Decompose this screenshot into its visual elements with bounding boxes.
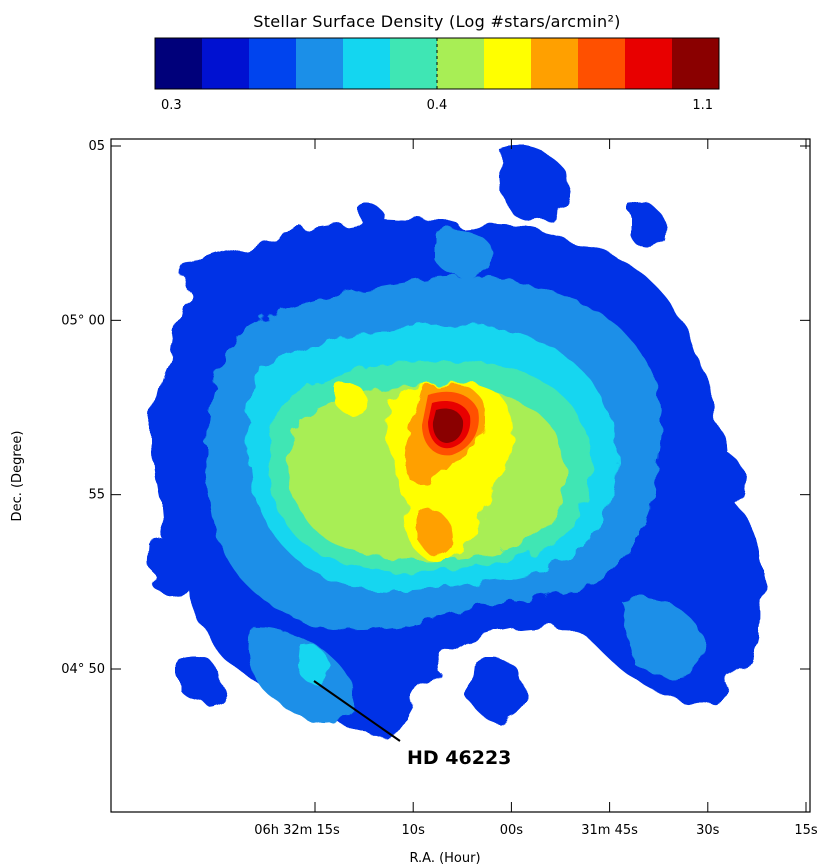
axis-ticks <box>111 139 810 812</box>
y-tick-labels: 05 05° 00 55 04° 50 <box>61 139 105 677</box>
density-level-core <box>432 408 464 443</box>
x-tick-labels: 06h 32m 15s 10s 00s 31m 45s 30s 15s <box>254 823 818 838</box>
colorbar-cell <box>249 38 297 89</box>
x-tick-label: 06h 32m 15s <box>254 823 340 838</box>
colorbar-tick-label: 1.1 <box>692 98 713 113</box>
y-tick-label: 55 <box>88 488 105 503</box>
x-tick-label: 31m 45s <box>581 823 638 838</box>
colorbar-cell <box>296 38 344 89</box>
colorbar-cell <box>672 38 720 89</box>
x-axis-title: R.A. (Hour) <box>409 851 480 866</box>
colorbar-cell <box>155 38 203 89</box>
colorbar-cell <box>578 38 626 89</box>
colorbar-title: Stellar Surface Density (Log #stars/arcm… <box>253 12 620 31</box>
x-tick-label: 00s <box>500 823 524 838</box>
colorbar-cell <box>531 38 579 89</box>
colorbar-cell <box>625 38 673 89</box>
colorbar-cell <box>343 38 391 89</box>
colorbar-ticks: 0.3 0.4 1.1 <box>161 98 713 113</box>
colorbar-cell <box>437 38 485 89</box>
colorbar <box>155 38 720 89</box>
y-tick-label: 05° 00 <box>61 313 105 328</box>
x-tick-label: 15s <box>794 823 818 838</box>
x-tick-label: 30s <box>696 823 720 838</box>
y-tick-label: 05 <box>88 139 105 154</box>
y-tick-label: 04° 50 <box>61 662 105 677</box>
x-tick-label: 10s <box>402 823 426 838</box>
colorbar-tick-label: 0.4 <box>427 98 448 113</box>
y-axis-title: Dec. (Degree) <box>10 431 25 522</box>
annotation-label: HD 46223 <box>407 747 511 769</box>
colorbar-cell <box>484 38 532 89</box>
colorbar-cell <box>390 38 438 89</box>
density-map <box>148 146 764 735</box>
colorbar-cell <box>202 38 250 89</box>
annotation-pointer <box>313 680 401 742</box>
colorbar-tick-label: 0.3 <box>161 98 182 113</box>
